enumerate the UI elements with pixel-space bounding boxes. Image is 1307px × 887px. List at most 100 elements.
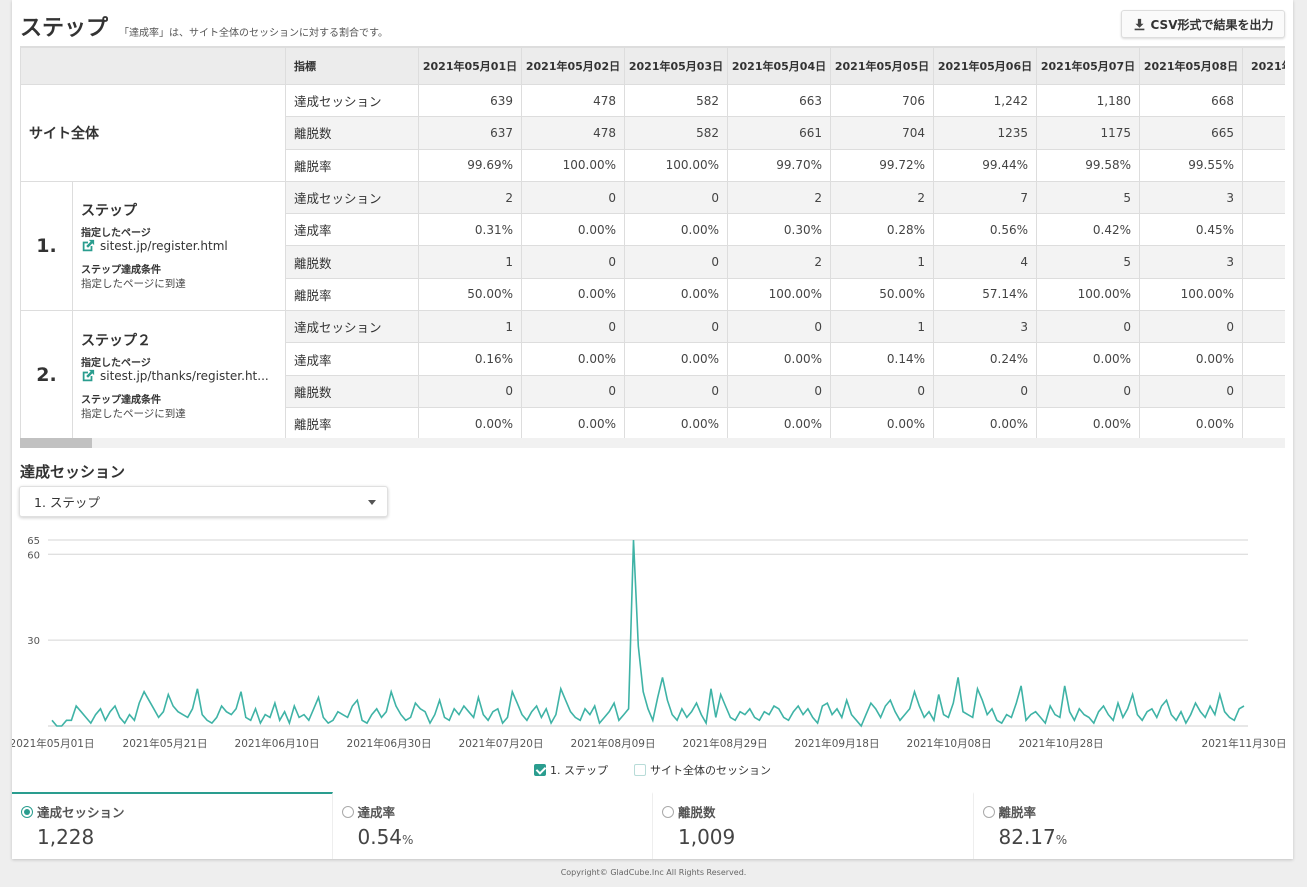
value-cell: 0.00% [521, 342, 625, 376]
step-info-cell: ステップ２ 指定したページ sitest.jp/thanks/register.… [72, 310, 286, 441]
metric-cell: 離脱率 [285, 406, 419, 441]
value-cell: 0.00% [830, 406, 934, 441]
date-header: 2021年05月06日 [933, 47, 1037, 85]
step-table: 指標 2021年05月01日 2021年05月02日 2021年05月03日 2… [20, 47, 1285, 441]
external-link-icon [82, 369, 95, 381]
x-tick-label: 2021年05月01日 [12, 737, 94, 750]
value-cell: 3 [933, 310, 1037, 344]
sessions-line-chart: 65 60 30 2021年05月01日 2021年05月21日 2021年06月10日 2… [12, 536, 1287, 750]
value-cell: 0.00% [933, 406, 1037, 441]
value-cell: 50.00% [830, 277, 934, 312]
radio-unselected-icon[interactable] [662, 805, 674, 818]
summary-label: 離脱率 [998, 805, 1037, 820]
metric-cell: 離脱数 [285, 116, 419, 150]
value-cell: 478 [521, 83, 625, 118]
value-cell: 1 [418, 245, 522, 279]
x-tick-label: 2021年05月21日 [123, 737, 208, 750]
value-cell-overflow [1242, 116, 1285, 150]
chart-section-title: 達成セッション [20, 463, 126, 481]
scrollbar-thumb[interactable] [20, 438, 92, 448]
value-cell: 5 [1036, 245, 1140, 279]
value-cell: 1,180 [1036, 83, 1140, 118]
value-cell: 0.00% [624, 213, 728, 247]
value-cell: 0.00% [727, 342, 831, 376]
radio-unselected-icon[interactable] [982, 805, 995, 818]
value-cell: 0.00% [1139, 342, 1243, 376]
value-cell: 0 [521, 310, 625, 344]
value-cell: 663 [727, 83, 831, 118]
summary-item-rate[interactable]: 達成率 0.54% [333, 792, 653, 859]
date-header: 2021年 [1242, 47, 1285, 85]
value-cell: 100.00% [521, 148, 625, 182]
value-cell: 0.28% [830, 213, 934, 247]
legend-item-step[interactable]: 1. ステップ [534, 762, 608, 778]
value-cell: 99.69% [418, 148, 522, 182]
download-icon [1134, 18, 1144, 30]
x-tick-label: 2021年11月30日 [1202, 737, 1287, 750]
summary-unit: % [1055, 833, 1068, 847]
value-cell: 0.42% [1036, 213, 1140, 247]
step-table-container[interactable]: 指標 2021年05月01日 2021年05月02日 2021年05月03日 2… [20, 46, 1285, 448]
step-cond-text: 指定したページに到達 [81, 407, 186, 420]
checkbox-unchecked-icon[interactable] [634, 764, 646, 776]
summary-item-sessions[interactable]: 達成セッション 1,228 [12, 792, 333, 859]
value-cell: 50.00% [418, 277, 522, 312]
table-row: 達成率 0.16% 0.00% 0.00% 0.00% 0.14% 0.24% 0.00% 0.… [21, 342, 1285, 376]
value-cell: 99.58% [1036, 148, 1140, 182]
radio-selected-icon[interactable] [21, 805, 33, 818]
table-row: 離脱率 50.00% 0.00% 0.00% 100.00% 50.00% 57.14% 10… [21, 277, 1285, 312]
value-cell: 0 [624, 245, 728, 279]
value-cell: 0.16% [418, 342, 522, 376]
y-tick-label: 30 [27, 636, 40, 647]
checkbox-checked-icon[interactable] [534, 764, 546, 776]
step-url-link[interactable]: sitest.jp/thanks/register.ht... [81, 369, 285, 383]
csv-export-button[interactable]: CSV形式で結果を出力 [1121, 10, 1285, 38]
step-url-text: sitest.jp/register.html [100, 239, 228, 254]
metric-cell: 達成率 [285, 213, 419, 247]
table-horizontal-scrollbar[interactable] [20, 438, 1285, 448]
caret-down-icon [368, 500, 376, 505]
step-cond-label: ステップ達成条件 [81, 394, 161, 406]
step-url-link[interactable]: sitest.jp/register.html [81, 239, 285, 253]
value-cell: 2 [727, 180, 831, 215]
metric-cell: 離脱率 [285, 148, 419, 182]
summary-item-exits[interactable]: 離脱数 1,009 [653, 792, 974, 859]
csv-export-label: CSV形式で結果を出力 [1150, 17, 1274, 32]
step-info-cell: ステップ 指定したページ sitest.jp/register.html ステッ… [72, 180, 286, 312]
value-cell: 100.00% [727, 277, 831, 312]
legend-item-site[interactable]: サイト全体のセッション [634, 762, 771, 778]
step-page-label: 指定したページ [81, 228, 151, 240]
value-cell: 478 [521, 116, 625, 150]
value-cell: 0 [727, 374, 831, 408]
value-cell: 0 [727, 310, 831, 344]
value-cell: 100.00% [624, 148, 728, 182]
value-cell: 706 [830, 83, 934, 118]
value-cell: 0.56% [933, 213, 1037, 247]
value-cell: 0 [418, 374, 522, 408]
step-select-dropdown[interactable]: 1. ステップ [19, 486, 388, 517]
summary-value: 0.54 [357, 825, 403, 849]
summary-value: 82.17 [998, 825, 1056, 849]
radio-unselected-icon[interactable] [341, 805, 354, 818]
value-cell: 4 [933, 245, 1037, 279]
value-cell-overflow [1242, 148, 1285, 182]
step-name: ステップ２ [81, 332, 151, 349]
table-row: 2. ステップ２ 指定したページ sitest.jp/thanks/regist… [20, 310, 1285, 441]
date-header: 2021年05月01日 [418, 47, 522, 85]
value-cell: 0 [1139, 310, 1243, 344]
value-cell: 1235 [933, 116, 1037, 150]
summary-item-exit-rate[interactable]: 離脱率 82.17% [974, 792, 1294, 859]
date-header: 2021年05月07日 [1036, 47, 1140, 85]
value-cell: 0 [1036, 374, 1140, 408]
value-cell: 100.00% [1139, 277, 1243, 312]
value-cell: 0.00% [624, 277, 728, 312]
step-url-text: sitest.jp/thanks/register.ht... [100, 368, 269, 383]
value-cell-overflow [1242, 245, 1285, 279]
value-cell: 0.00% [1139, 406, 1243, 441]
table-row: サイト全体 達成セッション 639 478 582 663 706 1,242 1,180 668 [20, 83, 1285, 182]
copyright-footer: Copyright© GladCube.Inc All Rights Reser… [560, 868, 747, 877]
step-number: 2. [20, 310, 73, 441]
value-cell: 0 [624, 180, 728, 215]
date-header: 2021年05月05日 [830, 47, 934, 85]
summary-label: 達成率 [357, 805, 396, 820]
